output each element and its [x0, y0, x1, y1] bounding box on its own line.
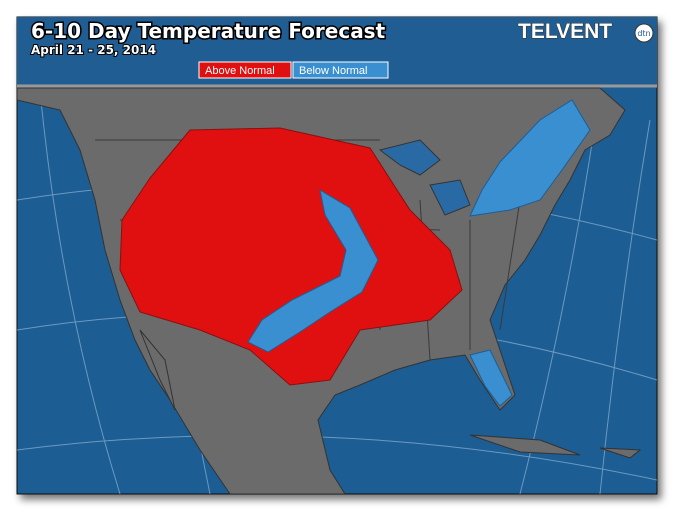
logo: TELVENT [518, 20, 612, 43]
below-normal-area [247, 188, 379, 353]
subtitle: April 21 - 25, 2014 [31, 43, 156, 57]
above-normal-area [119, 127, 463, 386]
legend-label: Below Normal [299, 65, 367, 77]
below-normal-area [469, 349, 513, 407]
legend-swatch [292, 61, 389, 79]
logo-badge-circle [634, 23, 654, 43]
islands [469, 434, 642, 459]
below-normal-area [469, 99, 591, 217]
legend-label: Above Normal [205, 65, 275, 77]
legend-swatch [198, 61, 292, 79]
title: 6-10 Day Temperature Forecast [31, 19, 386, 43]
logo-badge: dtn [637, 29, 650, 38]
baja [139, 329, 176, 411]
